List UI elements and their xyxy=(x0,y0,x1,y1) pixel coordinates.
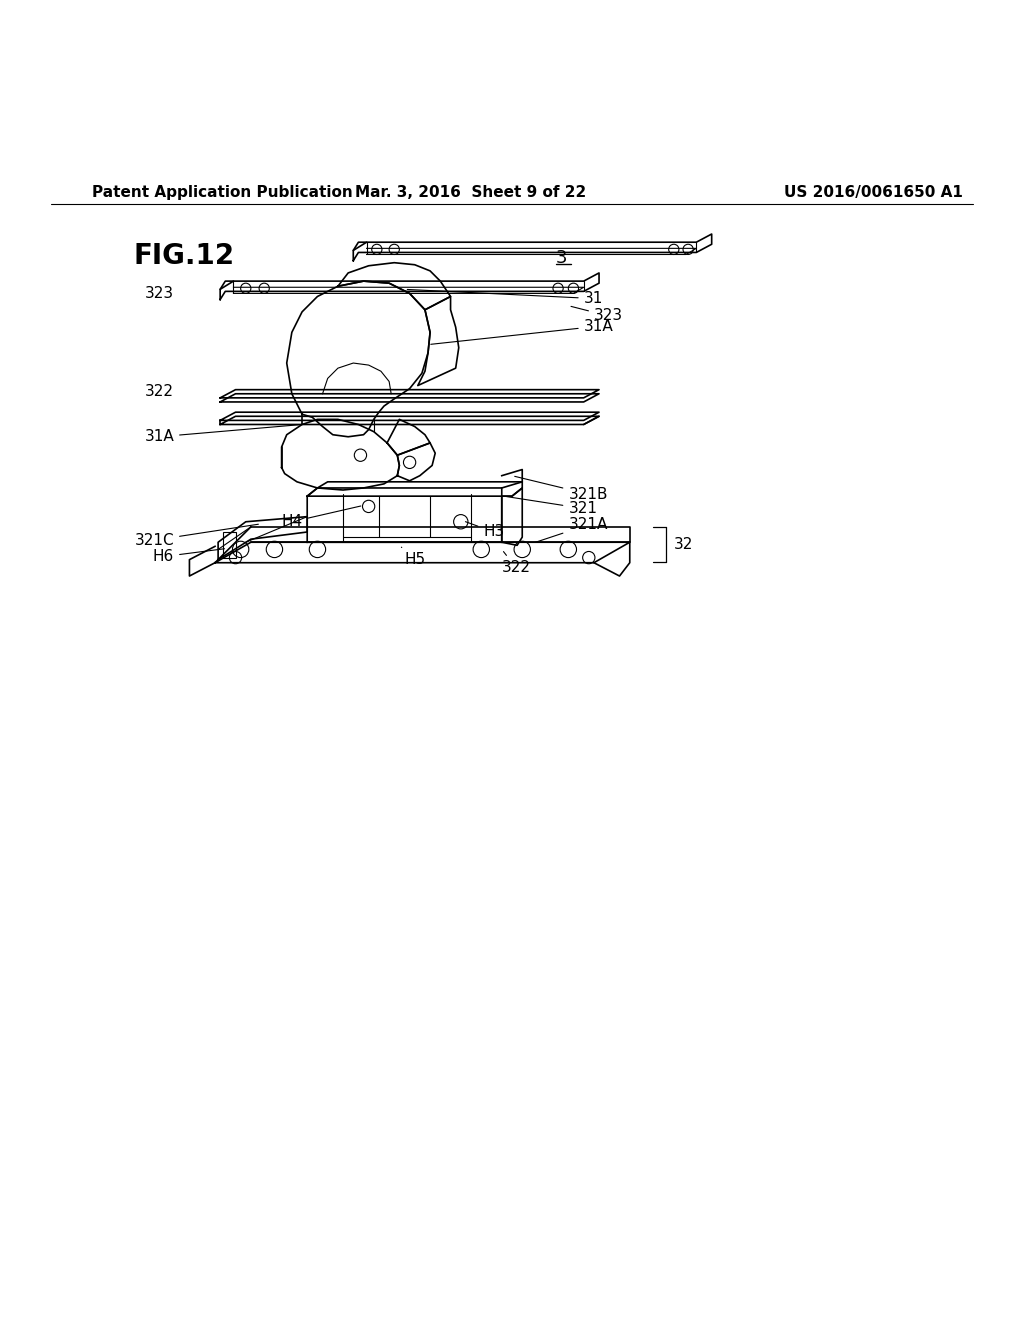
Text: H5: H5 xyxy=(401,548,426,568)
Bar xyxy=(223,532,236,557)
Text: 321: 321 xyxy=(507,496,597,516)
Text: 322: 322 xyxy=(502,552,530,576)
Text: 322: 322 xyxy=(145,384,174,399)
Text: 31: 31 xyxy=(408,289,603,306)
Text: 323: 323 xyxy=(145,286,174,301)
Text: H6: H6 xyxy=(153,549,224,564)
Text: 31A: 31A xyxy=(144,425,299,445)
Text: 32: 32 xyxy=(674,537,693,552)
Text: Patent Application Publication: Patent Application Publication xyxy=(92,185,353,199)
Text: FIG.12: FIG.12 xyxy=(133,242,234,269)
Text: Mar. 3, 2016  Sheet 9 of 22: Mar. 3, 2016 Sheet 9 of 22 xyxy=(355,185,587,199)
Text: 31A: 31A xyxy=(431,318,613,345)
Text: 323: 323 xyxy=(571,306,623,323)
Text: US 2016/0061650 A1: US 2016/0061650 A1 xyxy=(783,185,963,199)
Text: 3: 3 xyxy=(556,248,567,267)
Text: H3: H3 xyxy=(466,521,505,540)
Text: 321A: 321A xyxy=(536,517,607,543)
Text: 321C: 321C xyxy=(134,524,258,548)
Text: H4: H4 xyxy=(282,506,360,529)
Text: 321B: 321B xyxy=(515,477,608,502)
